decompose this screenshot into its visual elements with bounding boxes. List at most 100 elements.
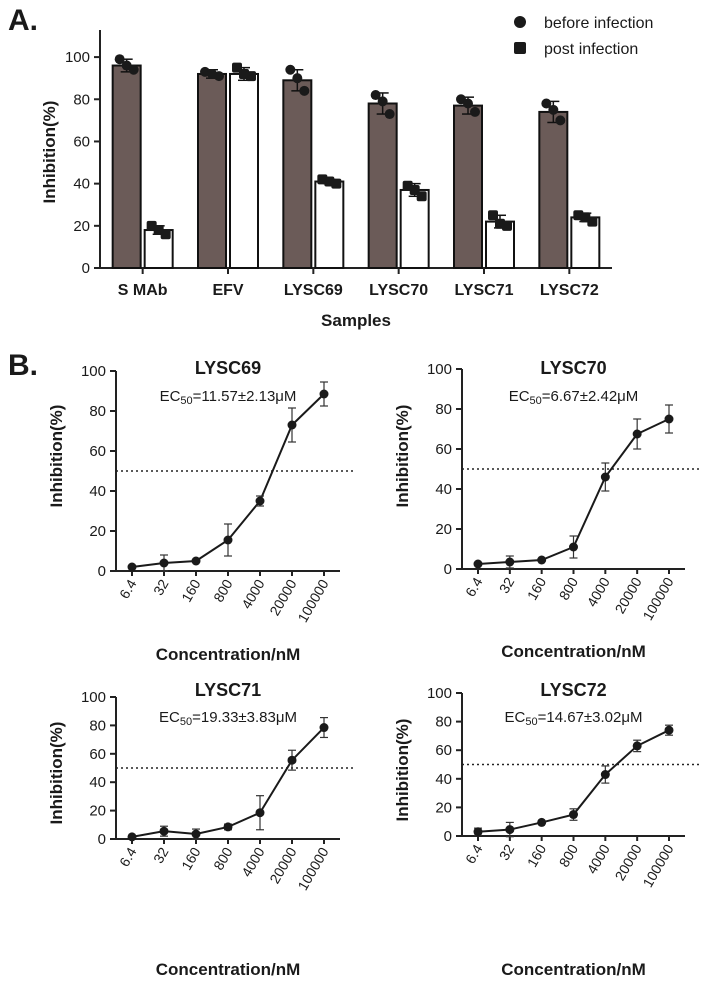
category-label-s-mab: S MAb [118,282,168,299]
line-x-tick-label: 160 [178,844,204,872]
panel-a-label: A. [8,4,38,37]
line-x-tick-label: 32 [150,844,172,866]
bar-before-infection-lysc69 [282,79,313,269]
data-point [223,822,233,832]
data-point [569,542,578,552]
chart-title: LYSC72 [540,680,606,700]
line-y-tick-label: 40 [89,483,106,500]
data-point-post-infection [160,229,171,240]
data-point [191,556,201,566]
line-x-tick-label: 20000 [266,576,299,618]
line-y-tick-label: 40 [89,774,106,791]
bar-before-infection-s-mab [111,64,142,270]
bar-y-tick-label: 100 [65,49,90,66]
line-x-tick-label: 6.4 [116,576,140,601]
data-point-before-infection [114,54,125,65]
line-y-tick-label: 40 [435,771,452,788]
ec50-label: EC50=14.67±3.02μM [505,709,643,728]
bar-y-tick-label: 60 [73,133,90,150]
data-point [159,558,169,568]
line-y-tick-label: 60 [89,746,106,763]
bar-y-tick-label: 20 [73,218,90,235]
bar-y-axis-title: Inhibition(%) [40,101,59,204]
line-y-axis-title: Inhibition(%) [393,719,412,822]
line-y-tick-label: 0 [98,831,106,848]
line-x-axis-title: Concentration/nM [501,642,646,661]
line-x-tick-label: 4000 [238,844,268,879]
data-point [319,389,329,399]
line-x-tick-label: 100000 [294,576,331,625]
line-x-tick-label: 32 [150,576,172,598]
bar-post-infection-lysc70 [399,188,430,269]
legend-before-infection-label: before infection [544,15,653,32]
line-x-tick-label: 800 [210,844,236,872]
data-point-post-infection [331,178,342,189]
data-point [632,429,642,439]
line-y-tick-label: 80 [435,401,452,418]
line-x-tick-label: 6.4 [116,844,140,869]
data-point-before-infection [555,115,566,126]
data-point-before-infection [541,98,552,109]
line-y-tick-label: 100 [427,685,452,702]
data-point [287,755,297,765]
data-point-before-infection [285,64,296,75]
line-x-tick-label: 4000 [583,574,613,609]
data-point-before-infection [214,71,224,82]
ec50-label: EC50=11.57±2.13μM [160,388,297,407]
line-x-tick-label: 100000 [639,841,676,890]
line-y-tick-label: 100 [81,363,106,380]
data-point [473,559,483,569]
bar-chart: 0 20 40 60 80 100 S MAb EFV LYSC69 LYSC70 LYSC71 LY… [40,15,653,330]
line-x-tick-label: 800 [556,841,582,869]
ec50-label: EC50=19.33±3.83μM [159,709,297,728]
bar-y-tick-label: 80 [73,91,90,108]
chart-title: LYSC70 [540,358,606,378]
line-y-tick-label: 20 [435,521,452,538]
line-x-tick-label: 20000 [266,844,299,886]
data-point-before-infection [384,109,395,120]
category-label-lysc71: LYSC71 [455,282,514,299]
line-x-tick-label: 6.4 [462,574,486,599]
data-point [632,741,642,751]
bar-before-infection-lysc71 [453,104,483,269]
data-point [287,420,297,430]
line-x-tick-label: 32 [496,574,518,596]
line-x-axis-title: Concentration/nM [156,645,301,664]
category-label-lysc70: LYSC70 [369,282,428,299]
data-point-before-infection [377,96,388,107]
data-point-before-infection [299,85,310,96]
category-label-lysc72: LYSC72 [540,282,599,299]
line-y-tick-label: 20 [89,523,106,540]
bar-before-infection-efv [197,72,227,269]
data-point [223,535,233,545]
data-point-post-infection [246,71,256,82]
line-x-tick-label: 20000 [611,574,644,616]
line-y-tick-label: 60 [435,441,452,458]
legend-post-infection-marker [514,42,526,54]
line-x-axis-title: Concentration/nM [501,960,646,979]
data-point-post-infection [488,210,498,221]
line-y-tick-label: 100 [81,689,106,706]
data-point-post-infection [502,220,512,231]
line-y-tick-label: 0 [444,561,452,578]
data-point [505,825,515,835]
line-x-tick-label: 800 [556,574,582,602]
line-y-tick-label: 80 [89,403,106,420]
line-x-axis-title: Concentration/nM [156,960,301,979]
data-point-before-infection [128,64,139,75]
line-x-tick-label: 4000 [238,576,268,611]
data-point [255,808,265,818]
line-y-axis-title: Inhibition(%) [47,405,66,508]
bar-y-tick-label: 40 [73,176,90,193]
line-x-tick-label: 20000 [611,841,644,883]
ec50-label: EC50=6.67±2.42μM [509,388,639,407]
line-y-tick-label: 40 [435,481,452,498]
data-point-post-infection [587,216,598,227]
line-y-tick-label: 80 [435,714,452,731]
data-point [159,826,169,836]
data-point-before-infection [370,90,381,101]
